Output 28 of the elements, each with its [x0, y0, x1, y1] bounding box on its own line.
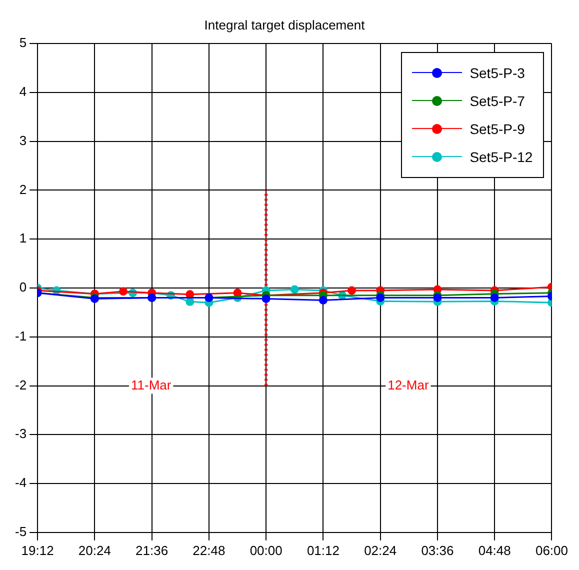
x-tick-label: 04:48	[478, 542, 511, 558]
annotation: 12-Mar	[388, 377, 430, 392]
x-tick-label: 01:12	[306, 542, 340, 558]
y-tick-label: 1	[19, 230, 27, 246]
y-tick-label: 2	[19, 182, 27, 197]
annotation: 11-Mar	[130, 377, 172, 392]
legend-label: Set5-P-3	[470, 64, 525, 81]
y-tick-label: 5	[19, 35, 27, 50]
y-tick-label: -1	[14, 328, 27, 344]
y-tick-label: 0	[19, 280, 27, 295]
x-tick-label: 06:00	[535, 542, 568, 558]
x-tick-label: 00:00	[250, 542, 282, 558]
y-tick-label: 4	[19, 84, 27, 100]
x-tick-label: 22:48	[192, 542, 226, 558]
x-tick-label: 19:12	[21, 542, 54, 558]
y-tick-label: -3	[14, 426, 27, 442]
legend-label: Set5-P-12	[470, 148, 533, 165]
legend-label: Set5-P-7	[470, 92, 525, 109]
chart-title: Integral target displacement	[204, 17, 366, 32]
x-tick-label: 02:24	[364, 542, 397, 558]
x-tick-label: 21:36	[136, 542, 168, 558]
y-tick-label: 3	[19, 132, 27, 148]
x-tick-label: 03:36	[421, 542, 454, 558]
y-tick-label: -5	[14, 524, 27, 539]
y-tick-label: -2	[14, 377, 27, 392]
legend-label: Set5-P-9	[470, 120, 525, 137]
x-tick-label: 20:24	[78, 542, 111, 558]
y-tick-label: -4	[14, 475, 27, 490]
